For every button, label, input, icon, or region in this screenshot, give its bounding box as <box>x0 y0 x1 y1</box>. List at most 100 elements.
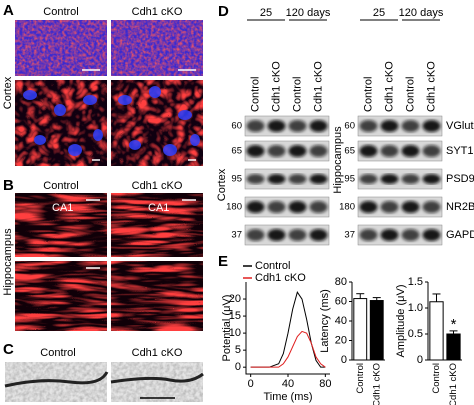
micrographs <box>4 20 204 402</box>
column-label: Control <box>43 180 78 192</box>
region-label: Hippocampus <box>332 126 344 194</box>
x-tick-label: Control <box>355 363 366 394</box>
row-label: Hippocampus <box>2 228 14 296</box>
marker-label: 60 <box>231 121 242 132</box>
blot <box>357 224 443 246</box>
texture <box>111 193 203 257</box>
region-label: Cortex <box>216 168 228 201</box>
column-label: Cdh1 cKO <box>132 347 183 359</box>
blot <box>244 168 330 190</box>
y-tick-label: 15 <box>229 310 241 322</box>
y-tick-label: 1.0 <box>408 302 423 314</box>
panel-label: C <box>3 341 14 358</box>
band <box>267 174 286 184</box>
y-axis-title: Latency (ms) <box>319 289 331 353</box>
image-label: CA1 <box>52 202 73 214</box>
blot <box>244 140 330 162</box>
band <box>359 145 378 157</box>
band <box>380 174 399 184</box>
lane-label: Control <box>249 77 261 112</box>
protein-label: SYT1 <box>446 145 474 157</box>
band <box>246 201 265 213</box>
band <box>422 120 441 132</box>
band <box>422 201 441 213</box>
scale-bars <box>82 69 196 269</box>
blot <box>357 168 443 190</box>
band <box>359 120 378 132</box>
bar <box>353 298 368 361</box>
texture <box>15 193 107 257</box>
lane-label: Cdh1 cKO <box>425 61 437 112</box>
texture <box>15 261 107 331</box>
band <box>267 145 286 157</box>
band <box>380 201 399 213</box>
x-tick-label: Cdh1 cKO <box>448 363 459 405</box>
texture <box>15 20 107 76</box>
band <box>288 201 307 213</box>
x-tick-label: 40 <box>282 378 294 390</box>
y-tick-label: 20 <box>229 293 241 305</box>
panel-label: E <box>218 253 228 270</box>
nuclei <box>23 86 200 156</box>
band <box>359 229 378 241</box>
line <box>250 291 326 368</box>
band <box>401 174 420 184</box>
image-label: CA1 <box>148 202 169 214</box>
column-label: Control <box>40 347 75 359</box>
y-tick-label: 1.5 <box>408 276 423 288</box>
band <box>380 120 399 132</box>
age-label: 25 <box>260 7 272 19</box>
band <box>422 174 441 184</box>
x-tick-label: Cdh1 cKO <box>371 363 382 405</box>
band <box>380 229 399 241</box>
panel-label: B <box>3 177 14 194</box>
marker-label: 65 <box>231 146 242 157</box>
texture <box>111 20 203 76</box>
y-axis-title: Amplitude (μV) <box>395 285 407 358</box>
line <box>250 330 326 368</box>
column-label: Cdh1 cKO <box>132 180 183 192</box>
lane-label: Control <box>362 77 374 112</box>
dendrite <box>4 371 109 388</box>
x-tick-label: 80 <box>319 378 331 390</box>
y-tick-label: 0.5 <box>408 328 423 340</box>
age-label: 120 days <box>399 7 444 19</box>
protein-label: VGlut1 <box>446 120 474 132</box>
y-tick-label: 20 <box>335 334 347 346</box>
y-tick-label: 0 <box>341 354 347 366</box>
blot <box>357 140 443 162</box>
band <box>267 229 286 241</box>
y-tick-label: 0 <box>235 361 241 373</box>
band <box>267 120 286 132</box>
legend-label: Cdh1 cKO <box>255 272 306 284</box>
x-axis-title: Time (ms) <box>263 391 312 403</box>
blot <box>357 115 443 137</box>
lane-label: Cdh1 cKO <box>312 61 324 112</box>
band <box>422 145 441 157</box>
band <box>288 120 307 132</box>
band <box>380 145 399 157</box>
lane-label: Control <box>291 77 303 112</box>
texture <box>111 261 203 331</box>
protein-label: NR2B <box>446 201 474 213</box>
column-label: Cdh1 cKO <box>132 6 183 18</box>
panel-label: A <box>3 2 14 19</box>
x-tick-label: 0 <box>248 378 254 390</box>
y-axis-title: Potential (μV) <box>221 295 233 362</box>
protein-label: PSD95 <box>446 173 474 185</box>
band <box>309 174 328 184</box>
marker-label: 60 <box>344 121 355 132</box>
marker-label: 37 <box>344 230 355 241</box>
bar <box>429 301 444 361</box>
band <box>309 145 328 157</box>
band <box>359 201 378 213</box>
legend-label: Control <box>255 260 290 272</box>
blot <box>357 196 443 218</box>
band <box>309 120 328 132</box>
band <box>246 174 265 184</box>
y-tick-label: 0 <box>417 354 423 366</box>
texture <box>111 362 203 402</box>
band <box>246 145 265 157</box>
